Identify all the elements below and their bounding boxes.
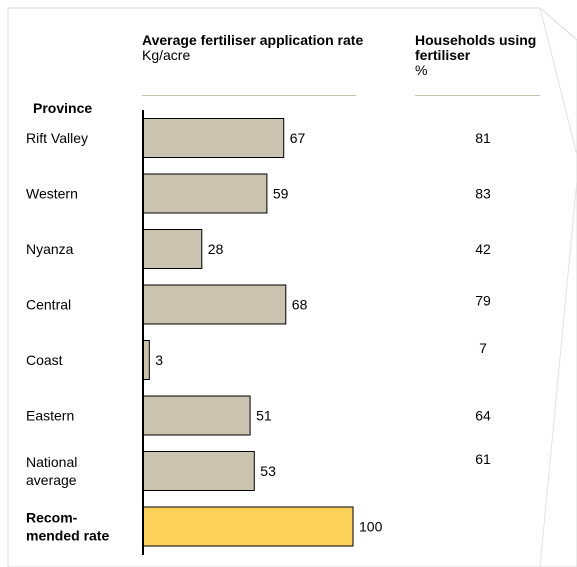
bar (142, 284, 287, 325)
category-label: mended rate (26, 528, 109, 544)
bar-value-label: 100 (359, 519, 383, 535)
rate-header-rule (142, 95, 356, 96)
category-label: average (26, 472, 77, 488)
category-label: Nyanza (26, 241, 74, 257)
rate-column-header: Average fertiliser application rate Kg/a… (142, 33, 392, 63)
bar-value-label: 53 (260, 463, 276, 479)
category-label: Rift Valley (26, 130, 88, 146)
province-column-header: Province (33, 100, 93, 116)
bar-value-label: 59 (273, 186, 289, 202)
households-value: 81 (475, 130, 491, 146)
frame-fold (539, 179, 577, 567)
households-header-rule (415, 95, 540, 96)
households-header-title: Households using fertiliser (415, 32, 537, 63)
households-value: 7 (479, 340, 487, 356)
bar (142, 118, 285, 158)
bar-value-label: 28 (208, 241, 224, 257)
chart-layer: 67 Rift Valley 81 59 Western 83 28 Nyanza 42 68 Ce… (26, 110, 491, 555)
bar (142, 229, 203, 269)
bar (142, 395, 251, 436)
frame-fold (539, 7, 577, 156)
frame-outline (7, 7, 577, 567)
rate-header-title: Average fertiliser application rate (142, 32, 364, 48)
households-header-unit: % (415, 62, 428, 78)
bar (142, 173, 268, 214)
category-label: Coast (26, 352, 63, 368)
category-label: Western (26, 186, 78, 202)
rate-header-unit: Kg/acre (142, 47, 191, 63)
category-label: National (26, 454, 77, 470)
bar-value-label: 67 (290, 130, 306, 146)
bar (142, 451, 255, 491)
category-label: Eastern (26, 408, 74, 424)
households-value: 83 (475, 186, 491, 202)
category-label: Recom- (26, 510, 78, 526)
households-value: 42 (475, 241, 491, 257)
category-label: Central (26, 297, 71, 313)
households-column-header: Households using fertiliser % (415, 33, 555, 78)
bar-value-label: 3 (155, 352, 163, 368)
bar-value-label: 51 (256, 408, 272, 424)
recommended-rate-bar (142, 506, 354, 547)
households-value: 64 (475, 408, 491, 424)
households-value: 79 (475, 293, 491, 309)
bar-value-label: 68 (292, 297, 308, 313)
households-value: 61 (475, 451, 491, 467)
